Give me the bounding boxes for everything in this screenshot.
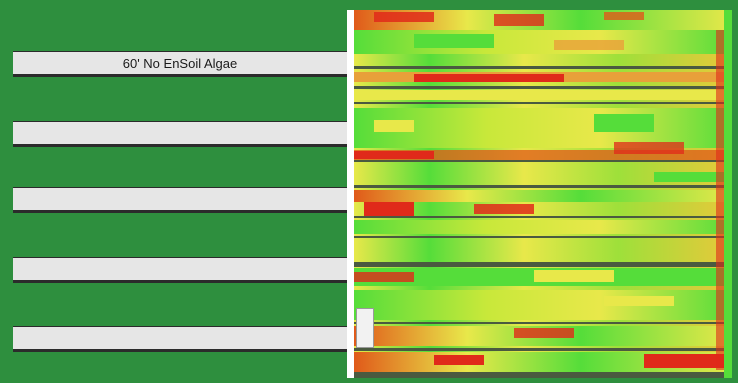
strip-1-label: 60' No EnSoil Algae xyxy=(122,55,238,71)
panel-divider xyxy=(347,10,354,378)
strip-1: 60' No EnSoil Algae xyxy=(13,51,347,77)
strip-3 xyxy=(13,187,347,213)
map-corner-stamp xyxy=(356,308,374,348)
strip-2 xyxy=(13,121,347,147)
strip-4 xyxy=(13,257,347,283)
strip-5 xyxy=(13,326,347,352)
yield-map-image xyxy=(354,10,732,378)
yield-map-graphic xyxy=(354,10,732,378)
strip-layout-panel: 60' No EnSoil Algae xyxy=(6,10,347,378)
